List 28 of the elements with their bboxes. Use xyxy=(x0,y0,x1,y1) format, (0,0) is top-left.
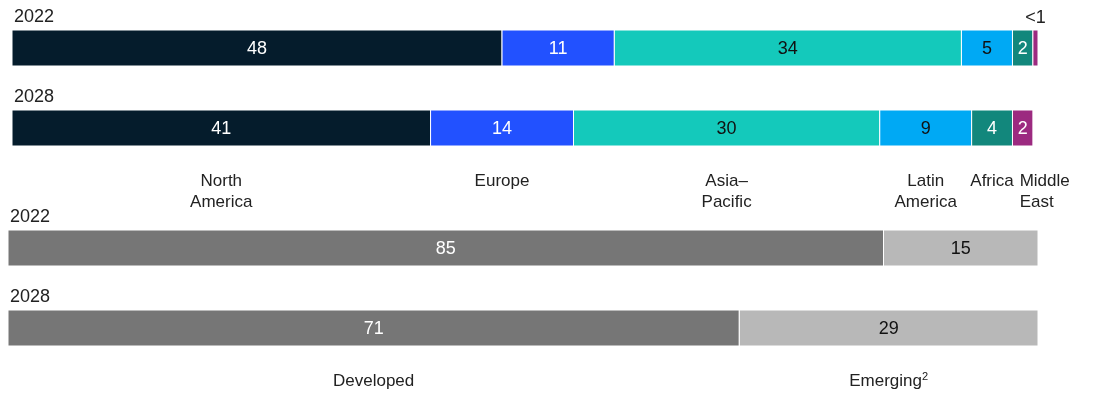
series-label: Latin America xyxy=(894,171,958,211)
data-label: 41 xyxy=(211,118,232,138)
data-label: <1 xyxy=(1025,7,1046,27)
data-label: 14 xyxy=(492,118,513,138)
data-label: 34 xyxy=(777,38,798,58)
data-label: 4 xyxy=(987,118,998,138)
data-label: 85 xyxy=(435,238,456,258)
data-label: 2 xyxy=(1017,38,1028,58)
data-label: 30 xyxy=(716,118,737,138)
data-label: 5 xyxy=(981,38,992,58)
series-label: North America xyxy=(190,171,253,211)
series-label: Developed xyxy=(333,371,415,390)
y-tick-label: 2028 xyxy=(14,86,55,106)
series-label: Middle East xyxy=(1019,171,1070,211)
series-label: Emerging$^{2}$ xyxy=(849,370,929,390)
y-tick-label: 2028 xyxy=(10,286,51,306)
data-label: 9 xyxy=(920,118,931,138)
data-label: 2 xyxy=(1017,118,1028,138)
data-label: 29 xyxy=(878,318,899,338)
series-label: Europe xyxy=(474,171,530,190)
data-label: 11 xyxy=(548,38,568,58)
data-label: 15 xyxy=(950,238,971,258)
series-label: Africa xyxy=(970,171,1015,190)
y-tick-label: 2022 xyxy=(14,6,55,26)
data-label: 48 xyxy=(247,38,268,58)
data-label: 71 xyxy=(363,318,384,338)
series-label: Asia– Pacific xyxy=(701,171,753,211)
y-tick-label: 2022 xyxy=(10,206,51,226)
